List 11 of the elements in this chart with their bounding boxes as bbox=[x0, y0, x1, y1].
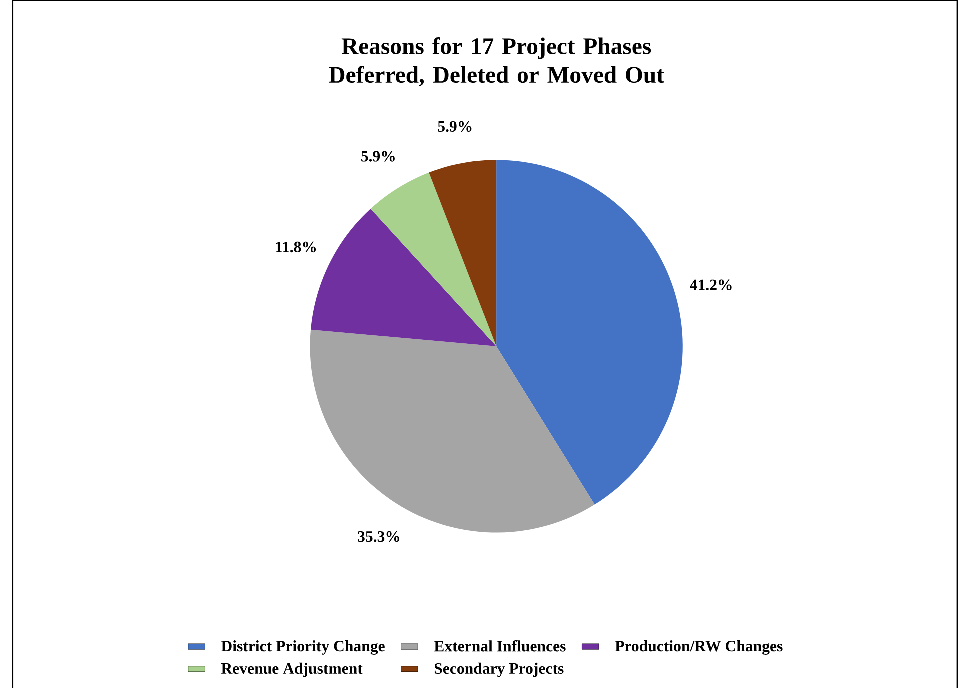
data-label: 5.9% bbox=[438, 121, 472, 132]
data-label: 11.8% bbox=[276, 242, 316, 253]
chart-title: Reasons for 17 Project Phases Deferred, Deleted or Moved Out bbox=[329, 38, 664, 87]
legend-label: External Influences bbox=[434, 640, 566, 652]
legend-label: Revenue Adjustment bbox=[221, 662, 363, 678]
legend-label: Secondary Projects bbox=[434, 662, 564, 678]
legend-label: Production/RW Changes bbox=[615, 640, 783, 656]
legend-label: District Priority Change bbox=[221, 640, 385, 656]
data-label: 5.9% bbox=[362, 151, 395, 162]
data-label: 35.3% bbox=[358, 531, 400, 542]
data-label: 41.2% bbox=[690, 280, 732, 291]
